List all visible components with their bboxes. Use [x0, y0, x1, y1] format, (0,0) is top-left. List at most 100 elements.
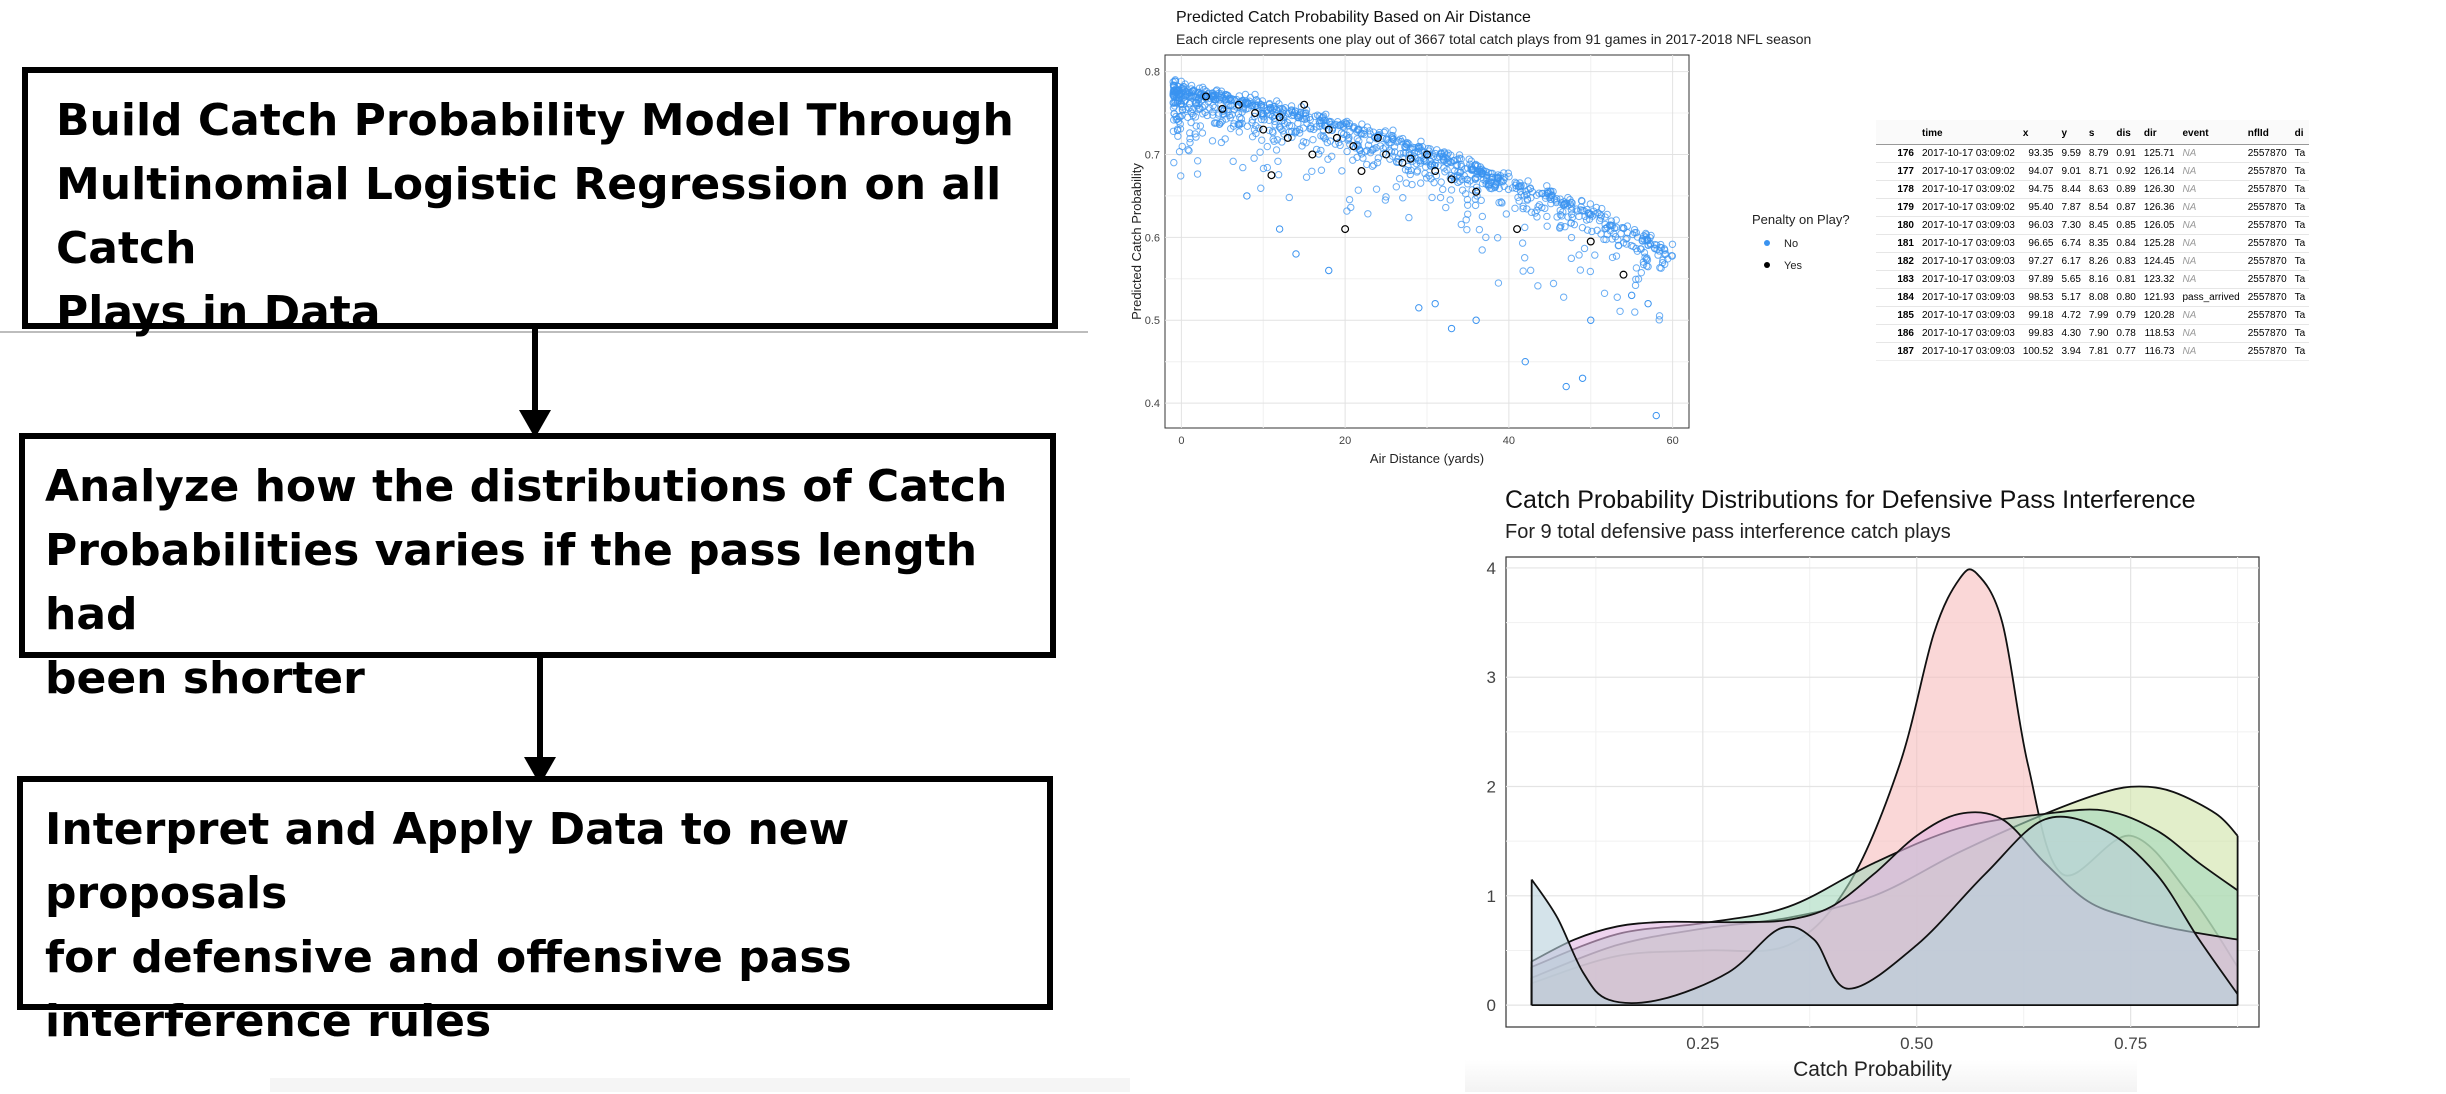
scatter-point-no: [1358, 120, 1366, 128]
table-cell: Ta: [2290, 162, 2310, 181]
scatter-point-no: [1512, 179, 1521, 188]
scatter-point-no: [1219, 110, 1227, 118]
table-header-cell: nflId: [2243, 120, 2291, 145]
table-cell: 5.17: [2057, 288, 2085, 307]
scatter-point-no: [1456, 177, 1464, 185]
scatter-point-no: [1538, 203, 1546, 212]
scatter-point-no: [1570, 220, 1579, 229]
scatter-legend-key-yes: [1764, 262, 1770, 268]
scatter-point-yes: [1423, 150, 1432, 159]
scatter-point-no: [1180, 97, 1189, 106]
scatter-point-no: [1319, 132, 1327, 140]
density-figure: Catch Probability Distributions for Defe…: [1465, 478, 2265, 1094]
scatter-point-no: [1564, 213, 1572, 221]
table-cell: NA: [2178, 144, 2244, 163]
scatter-point-no: [1210, 103, 1219, 112]
scatter-point-no: [1595, 216, 1604, 225]
scatter-point-no: [1313, 111, 1322, 119]
scatter-point-no: [1468, 186, 1476, 194]
scatter-point-no: [1622, 235, 1630, 243]
scatter-point-no: [1458, 186, 1467, 194]
scatter-point-no: [1225, 101, 1233, 109]
scatter-point-no: [1270, 104, 1279, 113]
scatter-point-no: [1193, 157, 1202, 165]
scatter-point-no: [1302, 173, 1311, 181]
scatter-point-no: [1603, 210, 1611, 219]
table-cell: 0.89: [2112, 180, 2140, 199]
scatter-point-no: [1632, 264, 1641, 272]
step-2-line-1: Analyze how the distributions of Catch: [45, 461, 1008, 512]
scatter-point-no: [1502, 210, 1511, 218]
scatter-point-no: [1366, 136, 1374, 144]
scatter-point-no: [1557, 199, 1566, 207]
scatter-point-yes: [1234, 100, 1243, 109]
scatter-point-no: [1476, 167, 1485, 176]
scatter-point-no: [1447, 186, 1456, 194]
table-cell: Ta: [2290, 288, 2310, 307]
scatter-y-tick-label: 0.5: [1145, 315, 1160, 327]
scatter-point-no: [1472, 316, 1480, 324]
scatter-point-no: [1208, 137, 1217, 145]
scatter-point-no: [1608, 235, 1616, 243]
scatter-point-no: [1465, 155, 1473, 163]
scatter-point-no: [1170, 158, 1178, 167]
scatter-point-no: [1320, 133, 1328, 141]
scatter-point-no: [1274, 170, 1283, 179]
scatter-point-no: [1567, 254, 1576, 263]
table-header-cell: s: [2084, 120, 2113, 145]
table-cell: 2557870: [2243, 216, 2291, 235]
table-row: 181 2017-10-17 03:09:03 96.65 6.74 8.35 0.84 1…: [1876, 234, 2310, 253]
scatter-point-no: [1612, 216, 1620, 224]
scatter-point-yes: [1586, 237, 1595, 246]
scatter-point-no: [1255, 124, 1263, 132]
scatter-point-no: [1562, 382, 1570, 391]
scatter-x-axis-label: Air Distance (yards): [1370, 451, 1484, 466]
scatter-point-no: [1447, 324, 1456, 333]
table-cell: 96.65: [2018, 234, 2058, 253]
scatter-point-no: [1174, 117, 1183, 125]
scatter-point-no: [1622, 240, 1631, 248]
scatter-point-no: [1198, 129, 1207, 137]
scatter-point-no: [1580, 244, 1589, 253]
scatter-point-no: [1272, 146, 1281, 154]
scatter-point-yes: [1300, 100, 1309, 109]
table-cell: 2017-10-17 03:09:03: [1918, 216, 2019, 235]
table-header-cell: y: [2057, 120, 2085, 145]
scatter-point-no: [1416, 179, 1425, 187]
scatter-point-no: [1309, 135, 1317, 144]
scatter-point-no: [1612, 252, 1621, 260]
scatter-point-no: [1512, 184, 1520, 193]
scatter-point-yes: [1472, 187, 1481, 196]
scatter-point-no: [1248, 132, 1257, 141]
scatter-point-no: [1437, 178, 1445, 186]
table-cell: 9.59: [2057, 144, 2085, 163]
scatter-point-no: [1366, 148, 1375, 157]
scatter-point-no: [1187, 118, 1195, 127]
scatter-point-no: [1354, 141, 1362, 149]
table-row: 178 2017-10-17 03:09:02 94.75 8.44 8.63 0.89 1…: [1876, 180, 2310, 199]
scatter-point-no: [1288, 108, 1296, 116]
scatter-legend-label-yes: Yes: [1784, 260, 1802, 272]
scatter-point-no: [1236, 119, 1244, 128]
table-cell: pass_arrived: [2178, 288, 2244, 307]
table-fade: [1876, 356, 2446, 370]
table-cell: 94.75: [2018, 180, 2058, 199]
scatter-point-no: [1660, 245, 1669, 253]
density-subtitle: For 9 total defensive pass interference …: [1505, 521, 1951, 543]
table-cell: 125.28: [2139, 234, 2179, 253]
table-cell: 181: [1876, 234, 1918, 253]
scatter-point-no: [1662, 250, 1670, 258]
table-cell: 186: [1876, 324, 1918, 343]
scatter-point-no: [1344, 135, 1353, 143]
scatter-point-no: [1619, 224, 1628, 232]
scatter-point-no: [1471, 201, 1480, 210]
scatter-point-no: [1440, 149, 1449, 157]
scatter-point-no: [1256, 148, 1264, 156]
scatter-point-no: [1482, 233, 1490, 242]
scatter-point-no: [1292, 250, 1300, 258]
scatter-point-no: [1418, 143, 1427, 151]
scatter-point-no: [1388, 134, 1396, 142]
scatter-point-no: [1559, 293, 1568, 301]
scatter-series-yes: [1201, 92, 1628, 279]
scatter-point-no: [1469, 165, 1478, 174]
